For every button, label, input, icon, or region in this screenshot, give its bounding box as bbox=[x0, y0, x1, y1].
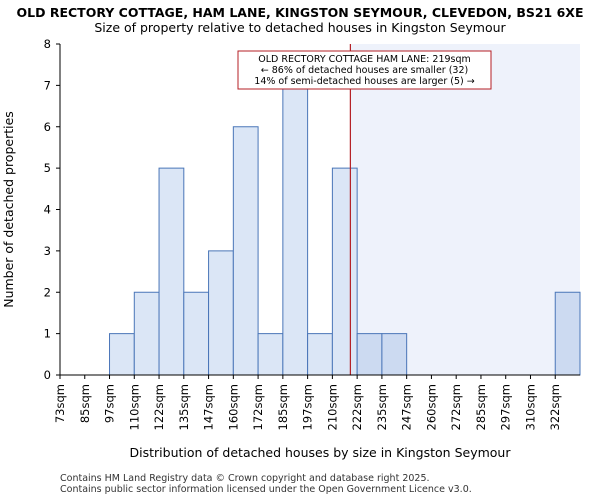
bar-160sqm bbox=[232, 126, 259, 376]
x-tick-label: 222sqm bbox=[350, 384, 364, 430]
bar-135sqm bbox=[183, 291, 210, 376]
x-tick-label: 185sqm bbox=[276, 384, 290, 430]
x-tick-label: 247sqm bbox=[400, 384, 414, 430]
y-tick-label: 1 bbox=[44, 327, 51, 341]
x-tick-label: 322sqm bbox=[548, 384, 562, 430]
x-tick-label: 97sqm bbox=[103, 384, 117, 423]
bar-97sqm bbox=[109, 333, 135, 376]
footer-line-1: Contains HM Land Registry data © Crown c… bbox=[60, 473, 430, 484]
y-axis-label: Number of detached properties bbox=[1, 111, 16, 308]
y-tick-label: 5 bbox=[44, 161, 51, 175]
bar-222sqm bbox=[356, 333, 383, 376]
annotation-line-2: ← 86% of detached houses are smaller (32… bbox=[261, 65, 468, 76]
bar-122sqm bbox=[158, 167, 185, 376]
y-tick-label: 8 bbox=[44, 37, 51, 51]
x-tick-label: 197sqm bbox=[301, 384, 315, 430]
y-ticks: 0 1 2 3 4 5 6 7 8 bbox=[44, 37, 60, 382]
x-tick-label: 85sqm bbox=[78, 384, 92, 423]
y-tick-label: 3 bbox=[44, 244, 51, 258]
y-tick-label: 6 bbox=[44, 120, 51, 134]
x-tick-label: 172sqm bbox=[251, 384, 265, 430]
x-tick-label: 260sqm bbox=[424, 384, 438, 430]
x-tick-label: 235sqm bbox=[375, 384, 389, 430]
shaded-region bbox=[350, 44, 580, 375]
bars-group bbox=[109, 84, 581, 376]
x-axis-label: Distribution of detached houses by size … bbox=[130, 445, 512, 460]
x-tick-label: 285sqm bbox=[474, 384, 488, 430]
chart-subtitle: Size of property relative to detached ho… bbox=[94, 20, 506, 35]
x-tick-label: 160sqm bbox=[226, 384, 240, 430]
bar-197sqm bbox=[307, 333, 333, 376]
annotation-box: OLD RECTORY COTTAGE HAM LANE: 219sqm ← 8… bbox=[237, 50, 492, 90]
y-tick-label: 2 bbox=[44, 285, 51, 299]
bar-235sqm bbox=[381, 333, 408, 376]
bar-147sqm bbox=[208, 250, 234, 376]
bar-210sqm bbox=[331, 167, 358, 376]
x-tick-label: 147sqm bbox=[202, 384, 216, 430]
chart-title: OLD RECTORY COTTAGE, HAM LANE, KINGSTON … bbox=[16, 5, 584, 20]
y-tick-label: 0 bbox=[44, 368, 51, 382]
x-tick-label: 135sqm bbox=[177, 384, 191, 430]
annotation-border bbox=[237, 50, 492, 90]
annotation-line-1: OLD RECTORY COTTAGE HAM LANE: 219sqm bbox=[258, 54, 471, 65]
footer-line-2: Contains public sector information licen… bbox=[60, 484, 472, 495]
x-tick-label: 272sqm bbox=[449, 384, 463, 430]
x-tick-label: 122sqm bbox=[152, 384, 166, 430]
y-tick-label: 7 bbox=[44, 78, 51, 92]
bar-322sqm bbox=[554, 291, 581, 376]
x-tick-label: 297sqm bbox=[499, 384, 513, 430]
bar-185sqm bbox=[282, 84, 309, 376]
footer: Contains HM Land Registry data © Crown c… bbox=[60, 473, 472, 495]
x-tick-label: 210sqm bbox=[325, 384, 339, 430]
x-ticks: 73sqm 85sqm 97sqm 110sqm 122sqm 135sqm 147sqm 1… bbox=[53, 375, 562, 430]
y-tick-label: 4 bbox=[44, 203, 51, 217]
x-tick-label: 110sqm bbox=[127, 384, 141, 430]
bar-172sqm bbox=[257, 333, 284, 376]
x-tick-label: 73sqm bbox=[53, 384, 67, 423]
bar-110sqm bbox=[133, 291, 160, 376]
annotation-line-3: 14% of semi-detached houses are larger (… bbox=[254, 76, 474, 87]
x-tick-label: 310sqm bbox=[523, 384, 537, 430]
